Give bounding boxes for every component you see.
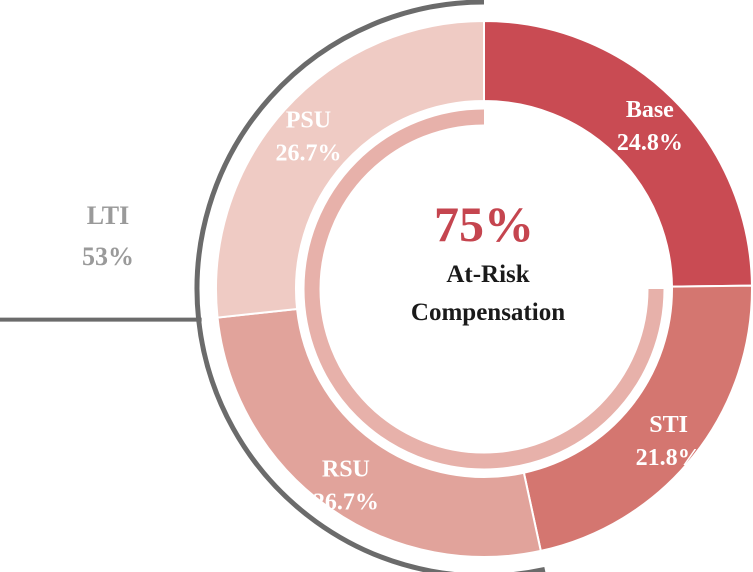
slice-percent-sti: 21.8% (636, 445, 702, 471)
slice-base (483, 19, 753, 288)
lti-value: 53% (82, 242, 134, 271)
center-line-1: At-Risk (446, 261, 529, 288)
slice-label-base: Base (626, 97, 674, 123)
slices (215, 19, 753, 558)
lti-label: LTI (87, 201, 129, 230)
slice-percent-base: 24.8% (617, 130, 683, 156)
slice-labels: Base 24.8% STI 21.8% RSU 26.7% PSU 26.7% (275, 97, 701, 515)
slice-percent-psu: 26.7% (275, 140, 341, 166)
slice-percent-rsu: 26.7% (313, 489, 379, 515)
slice-psu (215, 19, 485, 319)
slice-label-rsu: RSU (322, 456, 370, 482)
slice-label-sti: STI (649, 412, 688, 438)
slice-label-psu: PSU (286, 107, 331, 133)
at-risk-ring (304, 109, 664, 469)
center-line-2: Compensation (411, 299, 565, 326)
center-value: 75% (434, 196, 534, 252)
slice-rsu (216, 307, 543, 558)
